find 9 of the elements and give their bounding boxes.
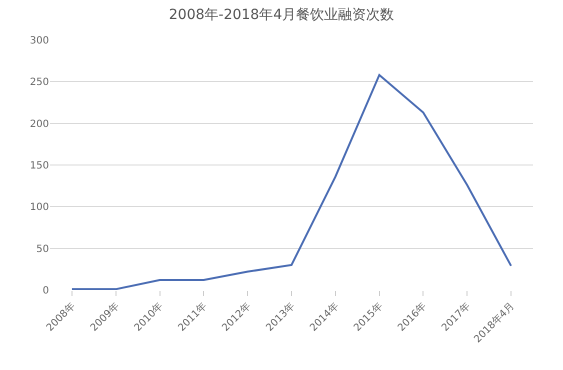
- y-tick-label: 300: [30, 36, 49, 46]
- line-series: [70, 74, 512, 290]
- chart-title: 2008年-2018年4月餐饮业融资次数: [168, 7, 394, 24]
- y-tick-label: 100: [30, 202, 49, 214]
- y-tick-label: 150: [30, 160, 49, 172]
- y-tick-label: 0: [42, 286, 49, 296]
- y-tick-label: 250: [30, 77, 49, 88]
- y-tick-label: 50: [36, 244, 49, 255]
- y-tick-label: 200: [30, 118, 49, 130]
